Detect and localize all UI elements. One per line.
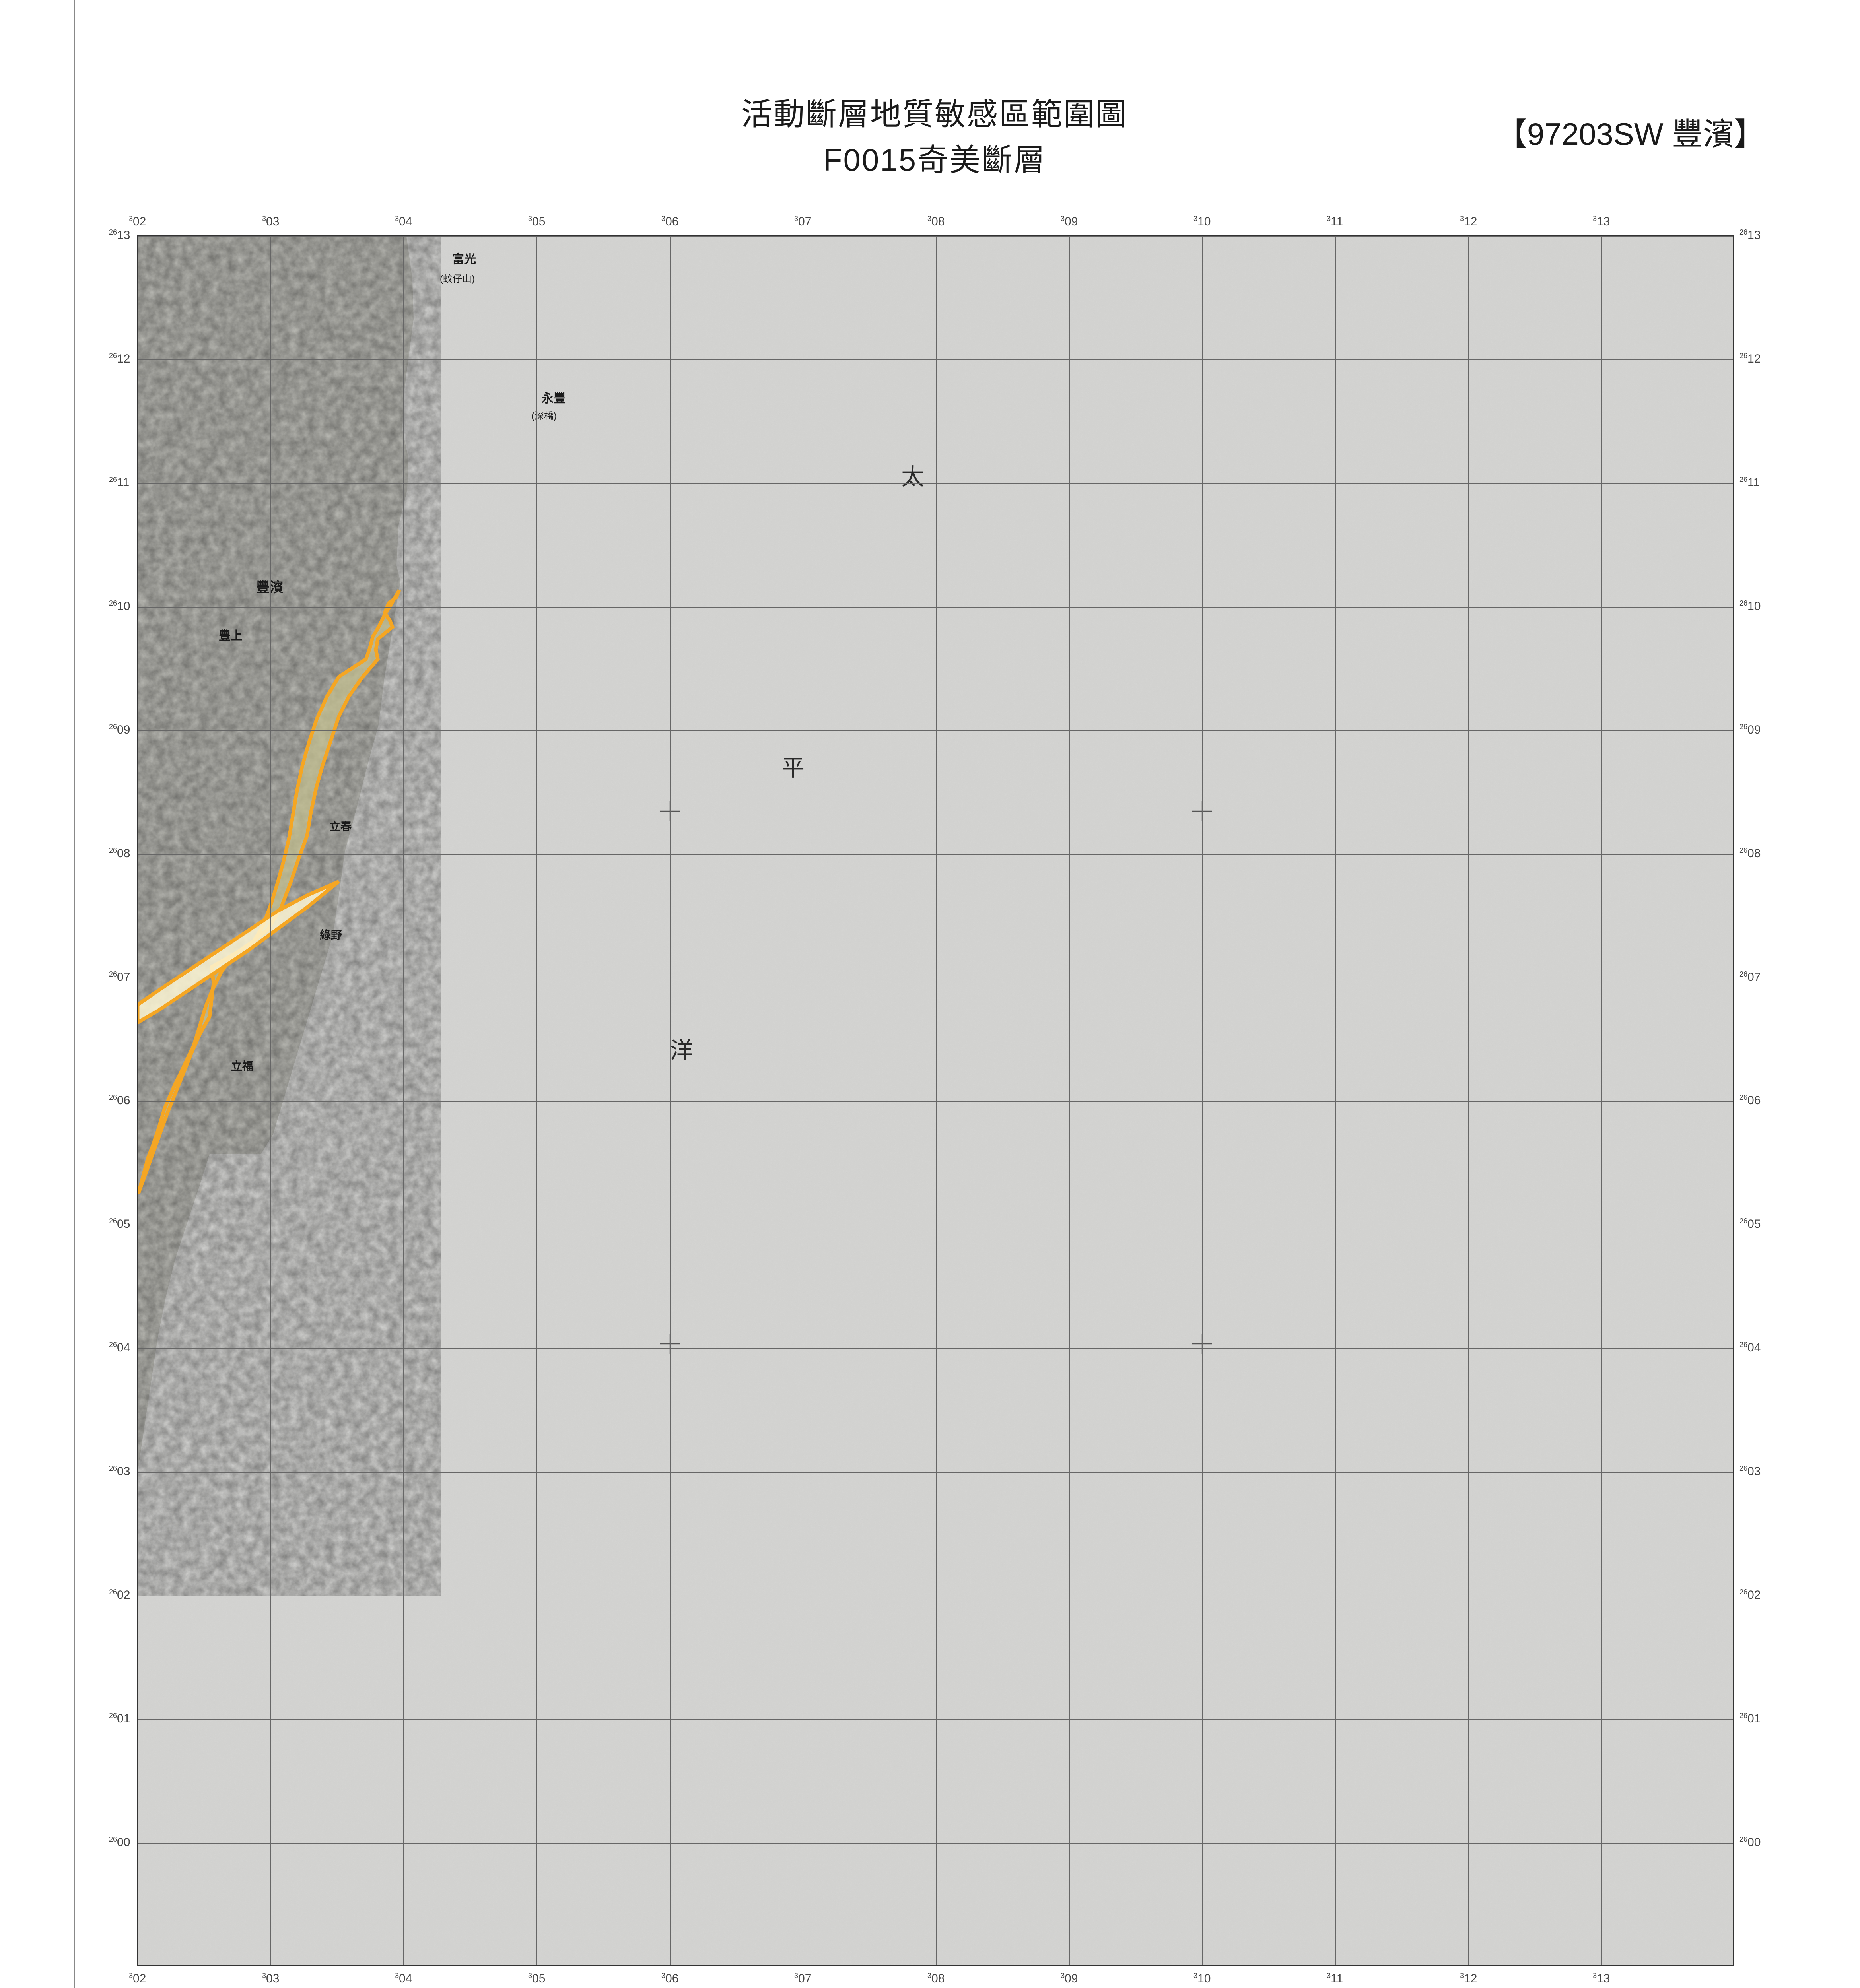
svg-text:立春: 立春 — [329, 820, 352, 833]
svg-text:永豐: 永豐 — [542, 392, 566, 405]
svg-text:綠野: 綠野 — [320, 929, 342, 941]
svg-text:平: 平 — [781, 755, 805, 781]
svg-text:(深橋): (深橋) — [531, 411, 557, 421]
svg-text:洋: 洋 — [670, 1038, 693, 1064]
svg-text:立福: 立福 — [231, 1060, 253, 1072]
svg-text:豐濱: 豐濱 — [256, 580, 283, 595]
svg-text:太: 太 — [901, 464, 924, 490]
svg-text:富光: 富光 — [452, 252, 476, 266]
svg-text:豐上: 豐上 — [219, 629, 243, 643]
svg-text:(蚊仔山): (蚊仔山) — [440, 274, 475, 284]
